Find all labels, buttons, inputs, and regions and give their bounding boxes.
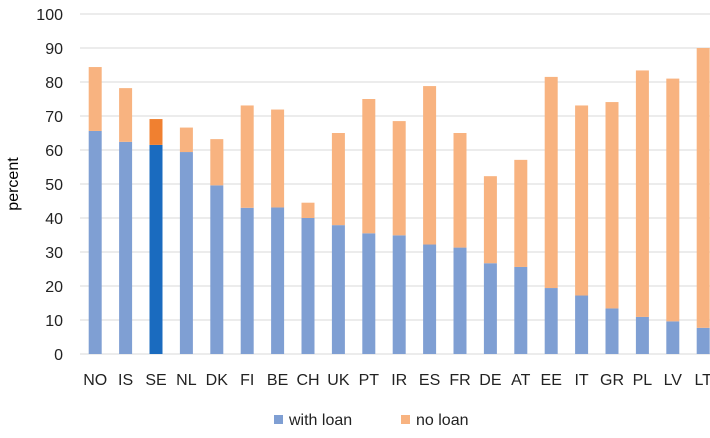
bar-no-loan-fi (240, 105, 254, 208)
x-axis-ticks: NO IS SE NL DK FI BE CH UK PT IR ES FR DE AT EE IT GR PL LV… (83, 372, 710, 389)
bar-no-loan-ir (392, 121, 406, 236)
bar-no-loan-pt (362, 99, 376, 234)
x-tick-label: DE (479, 372, 501, 389)
bar-with-loan-ch (301, 218, 315, 354)
bar-with-loan-pl (635, 316, 649, 354)
bar-with-loan-fi (240, 207, 254, 354)
x-tick-label: FR (449, 372, 470, 389)
bar-with-loan-lv (666, 321, 680, 354)
bar-no-loan-se (149, 119, 163, 145)
y-tick-label: 100 (36, 7, 63, 24)
x-tick-label: IT (574, 372, 588, 389)
x-tick-label: PL (633, 372, 653, 389)
x-tick-label: NL (176, 372, 197, 389)
bar-no-loan-dk (210, 139, 224, 186)
x-tick-label: LV (664, 372, 683, 389)
x-tick-label: DK (206, 372, 229, 389)
x-tick-label: GR (600, 372, 624, 389)
y-axis-label: percent (5, 157, 22, 211)
bar-no-loan-de (483, 176, 497, 264)
x-tick-label: LT (694, 372, 710, 389)
x-tick-label: PT (359, 372, 380, 389)
y-tick-label: 20 (45, 279, 63, 296)
bar-no-loan-lv (666, 78, 680, 322)
bar-with-loan-de (483, 263, 497, 354)
x-tick-label: EE (541, 372, 562, 389)
bar-no-loan-ee (544, 76, 558, 289)
legend-label-with-loan: with loan (288, 412, 352, 429)
bar-no-loan-ch (301, 202, 315, 218)
bar-no-loan-no (88, 67, 102, 131)
x-tick-label: AT (511, 372, 530, 389)
x-tick-label: ES (419, 372, 440, 389)
y-tick-label: 80 (45, 75, 63, 92)
x-tick-label: NO (83, 372, 107, 389)
x-tick-label: SE (145, 372, 166, 389)
y-tick-label: 70 (45, 109, 63, 126)
x-tick-label: BE (267, 372, 288, 389)
bar-no-loan-fr (453, 133, 467, 248)
bar-no-loan-it (575, 105, 589, 296)
y-tick-label: 30 (45, 245, 63, 262)
x-tick-label: IR (391, 372, 407, 389)
y-axis-ticks: 0 10 20 30 40 50 60 70 80 90 100 (36, 7, 63, 364)
legend-swatch-no-loan (401, 415, 410, 424)
x-tick-label: UK (327, 372, 350, 389)
bar-with-loan-be (271, 207, 285, 354)
bar-with-loan-ir (392, 235, 406, 354)
bar-with-loan-es (423, 244, 437, 354)
bar-no-loan-nl (179, 127, 193, 153)
bar-no-loan-be (271, 109, 285, 208)
legend-label-no-loan: no loan (416, 412, 469, 429)
bar-no-loan-gr (605, 102, 619, 309)
x-tick-label: FI (240, 372, 254, 389)
bar-no-loan-es (423, 86, 437, 245)
bar-with-loan-uk (331, 225, 345, 354)
y-tick-label: 50 (45, 177, 63, 194)
bar-no-loan-uk (331, 133, 345, 226)
bar-with-loan-fr (453, 247, 467, 354)
bar-with-loan-at (514, 266, 528, 354)
y-tick-label: 60 (45, 143, 63, 160)
y-tick-label: 90 (45, 41, 63, 58)
bar-with-loan-dk (210, 185, 224, 354)
bar-with-loan-it (575, 295, 589, 354)
x-tick-label: CH (296, 372, 319, 389)
bar-with-loan-no (88, 130, 102, 354)
bar-with-loan-se (149, 144, 163, 354)
bar-with-loan-ee (544, 288, 558, 354)
bar-with-loan-pt (362, 233, 376, 354)
bar-with-loan-nl (179, 152, 193, 354)
x-tick-label: IS (118, 372, 133, 389)
bar-no-loan-is (119, 88, 133, 142)
bar-with-loan-is (119, 141, 133, 354)
bar-with-loan-lt (696, 327, 710, 354)
y-tick-label: 10 (45, 313, 63, 330)
bar-no-loan-pl (635, 70, 649, 317)
y-tick-label: 40 (45, 211, 63, 228)
bar-no-loan-at (514, 159, 528, 267)
legend-swatch-with-loan (274, 415, 283, 424)
bars (88, 48, 710, 354)
bar-with-loan-gr (605, 308, 619, 354)
y-tick-label: 0 (54, 347, 63, 364)
bar-no-loan-lt (696, 48, 710, 328)
legend: with loan no loan (274, 412, 469, 429)
